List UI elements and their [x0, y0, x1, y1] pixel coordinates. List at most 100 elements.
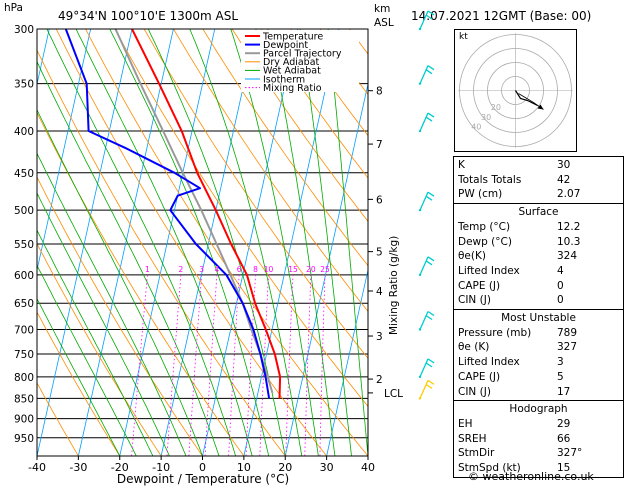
km-tick-label: 6	[376, 194, 383, 206]
index-value: 42	[557, 173, 571, 186]
wet-adiabat	[230, 29, 319, 456]
hodograph-value: 29	[557, 417, 571, 430]
most-unstable-value: 327	[557, 341, 578, 354]
index-label: K	[458, 159, 465, 171]
x-tick-label: 10	[237, 461, 251, 474]
wet-adiabat	[46, 29, 236, 456]
wet-adiabat	[75, 29, 253, 456]
legend-entry: Mixing Ratio	[263, 83, 322, 94]
mixing-ratio-line	[245, 274, 256, 456]
indices-panel: K 30 Totals Totals 42 PW (cm) 2.07 Surface Te…	[453, 156, 624, 478]
mixing-ratio-axis-label: Mixing Ratio (g/kg)	[388, 236, 400, 335]
most-unstable-label: Lifted Index	[458, 356, 520, 369]
wind-barb	[418, 256, 435, 277]
pressure-tick-label: 850	[14, 393, 34, 405]
mixing-ratio-line	[319, 274, 326, 456]
surface-label: CIN (J)	[458, 294, 491, 307]
storm-motion-arrowhead	[537, 104, 544, 110]
hodograph-ring-label: 40	[471, 123, 481, 132]
wind-barb	[418, 379, 435, 400]
surface-label: CAPE (J)	[458, 279, 501, 292]
hodograph-label: StmSpd (kt)	[458, 462, 521, 475]
pressure-tick-label: 500	[14, 205, 34, 217]
pressure-unit: hPa	[4, 2, 23, 14]
mixing-ratio-label: 25	[320, 265, 330, 274]
wet-adiabat	[299, 29, 352, 456]
mixing-ratio-label: 10	[264, 265, 274, 274]
wet-adiabat	[267, 29, 336, 456]
surface-value: 0	[557, 294, 564, 307]
pressure-tick-label: 350	[14, 79, 34, 91]
hodograph-label: SREH	[458, 432, 487, 445]
most-unstable-value: 5	[557, 370, 564, 383]
wet-adiabat	[37, 152, 187, 456]
x-tick-label: -40	[28, 461, 46, 474]
dry-adiabat	[143, 29, 368, 359]
dry-adiabat	[261, 29, 368, 179]
index-row: PW (cm) 2.07	[458, 187, 619, 202]
indices-box: K 30 Totals Totals 42 PW (cm) 2.07	[453, 156, 624, 205]
hodograph-ring-label: 30	[481, 113, 491, 122]
x-tick-label: 20	[278, 461, 292, 474]
hodograph-box: Hodograph EH 29 SREH 66 StmDir 327° StmSpd (kt…	[453, 401, 624, 478]
isotherm	[77, 29, 174, 456]
mixing-ratio-line	[131, 274, 148, 456]
mixing-ratio-line	[285, 274, 294, 456]
wind-barb	[418, 65, 435, 85]
most-unstable-value: 789	[557, 326, 578, 339]
index-label: PW (cm)	[458, 188, 503, 201]
wet-adiabat	[37, 192, 170, 456]
x-tick-label: -20	[111, 461, 129, 474]
km-unit: km	[374, 3, 390, 15]
location-label: 49°34'N 100°10'E 1300m ASL	[58, 9, 238, 23]
index-label: Totals Totals	[458, 173, 522, 186]
hodograph-label: StmDir	[458, 447, 495, 460]
isotherm	[160, 29, 257, 456]
surface-row: CAPE (J) 0	[458, 279, 619, 294]
mixing-ratio-line	[304, 274, 312, 456]
pressure-tick-label: 550	[14, 239, 34, 251]
x-axis-label: Dewpoint / Temperature (°C)	[117, 472, 289, 486]
x-tick-label: -30	[69, 461, 87, 474]
index-row: K 30	[458, 158, 619, 173]
dry-adiabat	[114, 29, 368, 407]
temperature-profile	[131, 29, 282, 399]
surface-row: Temp (°C) 12.2	[458, 220, 619, 235]
mixing-ratio-label: 15	[288, 265, 298, 274]
wind-barb	[418, 112, 435, 133]
pressure-tick-label: 400	[14, 126, 34, 138]
wind-barb	[418, 10, 435, 31]
wet-adiabat	[37, 229, 154, 456]
surface-row: θe(K) 324	[458, 249, 619, 264]
km-tick-label: 2	[376, 374, 383, 386]
pressure-tick-label: 700	[14, 325, 34, 337]
legend-entry: Isotherm	[263, 74, 305, 85]
lcl-label: LCL	[384, 388, 403, 400]
pressure-tick-label: 450	[14, 168, 34, 180]
most-unstable-label: Pressure (mb)	[458, 326, 532, 339]
most-unstable-label: θe (K)	[458, 341, 490, 354]
surface-label: Dewp (°C)	[458, 235, 512, 248]
wet-adiabat	[37, 108, 203, 456]
x-tick-label: -10	[152, 461, 170, 474]
x-tick-label: 30	[320, 461, 334, 474]
pressure-tick-label: 900	[14, 414, 34, 426]
dry-adiabat	[202, 29, 368, 267]
wet-adiabat	[37, 60, 220, 456]
dry-adiabat	[37, 176, 203, 456]
mixing-ratio-line	[188, 274, 203, 456]
most-unstable-box: Most Unstable Pressure (mb) 789 θe (K) 327 L…	[453, 310, 624, 402]
index-value: 2.07	[557, 188, 581, 201]
hodograph-value: 15	[557, 462, 571, 475]
surface-value: 10.3	[557, 235, 581, 248]
surface-title: Surface	[518, 206, 559, 219]
surface-box: Surface Temp (°C) 12.2 Dewp (°C) 10.3 θe(K) 3…	[453, 204, 624, 311]
km-tick-label: 8	[376, 86, 383, 98]
most-unstable-row: θe (K) 327	[458, 340, 619, 355]
mixing-ratio-label: 3	[199, 265, 204, 274]
pressure-tick-label: 750	[14, 349, 34, 361]
legend-entry: Parcel Trajectory	[263, 49, 342, 60]
dry-adiabat	[37, 381, 79, 456]
